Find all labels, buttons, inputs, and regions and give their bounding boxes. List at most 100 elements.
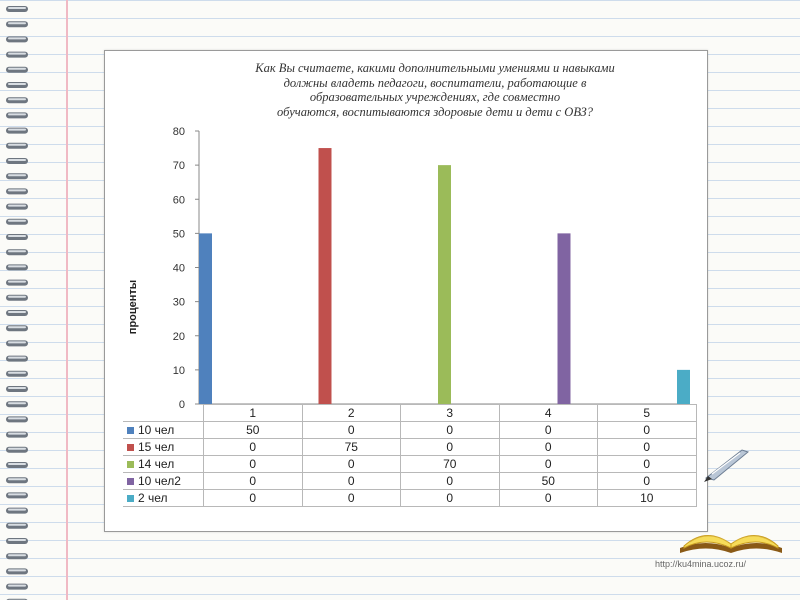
spiral-ring (6, 431, 28, 438)
spiral-ring (6, 401, 28, 408)
chart-title-line: Как Вы считаете, какими дополнительными … (255, 61, 615, 75)
table-cell: 0 (203, 472, 303, 490)
bar (318, 148, 332, 404)
spiral-ring (6, 279, 28, 286)
spiral-ring (6, 6, 28, 12)
spiral-ring (6, 370, 28, 377)
table-cell: 0 (203, 489, 303, 507)
spiral-ring (6, 340, 28, 347)
category-label: 4 (498, 404, 598, 422)
spiral-ring (6, 203, 28, 210)
spiral-ring (6, 264, 28, 271)
spiral-ring (6, 355, 28, 362)
legend-entry: 10 чел (123, 421, 204, 439)
legend-swatch (127, 444, 134, 452)
chart-title-line: должны владеть педагоги, воспитатели, ра… (283, 75, 587, 90)
table-cell: 0 (597, 421, 697, 439)
table-cell: 70 (400, 455, 500, 473)
data-table-row: 15 чел 0 75 0 0 0 (123, 438, 697, 456)
y-tick-label: 10 (173, 365, 185, 377)
spiral-ring (6, 477, 28, 484)
spiral-ring (6, 21, 28, 28)
spiral-ring (6, 386, 28, 392)
table-cell: 0 (203, 455, 303, 473)
bar (677, 369, 690, 404)
table-cell: 0 (498, 438, 598, 456)
legend-swatch (127, 495, 134, 503)
category-label: 2 (301, 404, 401, 422)
spiral-ring (6, 234, 28, 240)
open-book-icon (680, 535, 782, 553)
table-cell: 0 (597, 472, 697, 490)
spiral-ring (6, 173, 28, 180)
table-cell: 0 (498, 421, 598, 439)
data-table-header-row: 1 2 3 4 5 (123, 404, 697, 422)
spiral-ring (6, 127, 28, 134)
legend-swatch (127, 461, 134, 469)
chart-title-line: обучаются, воспитываются здоровые дети и… (277, 104, 593, 119)
chart-title: Как Вы считаете, какими дополнительными … (215, 61, 655, 119)
legend-label: 10 чел2 (138, 474, 181, 488)
spiral-ring (6, 51, 28, 58)
spiral-ring (6, 522, 28, 529)
legend-swatch (127, 427, 134, 435)
bar (199, 233, 212, 404)
y-tick-label: 80 (173, 126, 185, 138)
spiral-ring (6, 462, 28, 468)
legend-label: 15 чел (138, 440, 175, 454)
spiral-ring (6, 325, 28, 332)
y-tick-label: 50 (173, 228, 185, 240)
y-tick-label: 70 (173, 160, 185, 172)
y-tick-label: 30 (173, 297, 185, 309)
data-table-row: 10 чел2 0 0 0 50 0 (123, 472, 697, 490)
legend-swatch (127, 478, 134, 486)
data-table-corner (123, 404, 204, 422)
table-cell: 50 (498, 472, 598, 490)
table-cell: 0 (498, 489, 598, 507)
spiral-ring (6, 446, 28, 453)
legend-entry: 14 чел (123, 455, 204, 473)
table-cell: 0 (400, 421, 500, 439)
table-cell: 50 (203, 421, 303, 439)
table-cell: 0 (301, 489, 401, 507)
table-cell: 0 (301, 455, 401, 473)
spiral-ring (6, 416, 28, 423)
table-cell: 0 (400, 472, 500, 490)
legend-label: 2 чел (138, 491, 168, 505)
spiral-ring (6, 492, 28, 499)
legend-entry: 10 чел2 (123, 472, 204, 490)
spiral-ring (6, 218, 28, 225)
spiral-ring (6, 568, 28, 575)
spiral-ring (6, 66, 28, 73)
chart-container: Как Вы считаете, какими дополнительными … (104, 50, 708, 532)
spiral-ring (6, 97, 28, 104)
spiral-ring (6, 188, 28, 195)
y-tick-label: 40 (173, 263, 185, 275)
spiral-ring (6, 142, 28, 149)
spiral-ring (6, 82, 28, 88)
legend-label: 14 чел (138, 457, 175, 471)
legend-entry: 2 чел (123, 489, 204, 507)
spiral-ring (6, 36, 28, 43)
category-label: 3 (400, 404, 500, 422)
table-cell: 0 (301, 421, 401, 439)
spiral-ring (6, 249, 28, 256)
table-cell: 0 (203, 438, 303, 456)
y-tick-label: 20 (173, 331, 185, 343)
data-table-row: 10 чел 50 0 0 0 0 (123, 421, 697, 439)
category-label: 5 (597, 404, 697, 422)
spiral-ring (6, 310, 28, 316)
table-cell: 0 (597, 438, 697, 456)
spiral-ring (6, 553, 28, 560)
table-cell: 0 (301, 472, 401, 490)
spiral-ring (6, 507, 28, 514)
table-cell: 10 (597, 489, 697, 507)
table-cell: 0 (400, 489, 500, 507)
spiral-ring (6, 294, 28, 301)
table-cell: 0 (498, 455, 598, 473)
quill-pen-icon (704, 449, 750, 482)
legend-entry: 15 чел (123, 438, 204, 456)
bar (557, 233, 571, 404)
legend-label: 10 чел (138, 423, 175, 437)
data-table: 1 2 3 4 5 10 чел 50 0 0 0 0 15 чел 0 75 0 0 0 14 чел… (123, 404, 697, 507)
